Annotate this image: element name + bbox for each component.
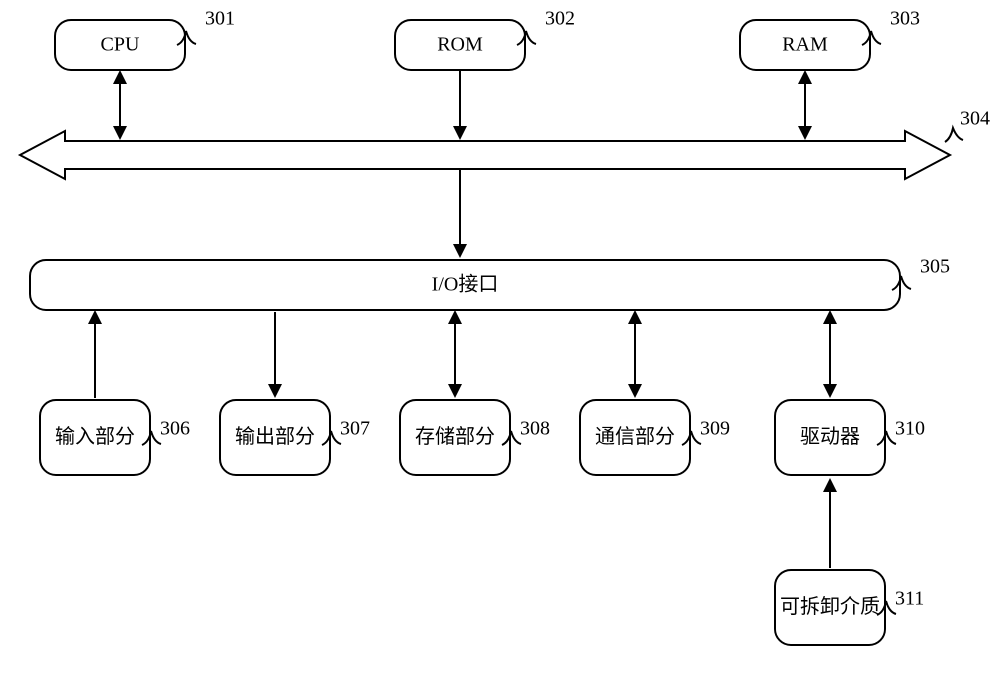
arrowhead-cpu-bus-down bbox=[113, 126, 127, 140]
ref-label-rom: 302 bbox=[545, 8, 575, 30]
arrowhead-io-comm-down bbox=[628, 384, 642, 398]
ref-tick-bus bbox=[945, 128, 963, 142]
node-label-comm: 通信部分 bbox=[595, 425, 675, 448]
arrowhead-io-comm-up bbox=[628, 310, 642, 324]
arrowhead-io-out-down bbox=[268, 384, 282, 398]
arrowhead-cpu-bus-up bbox=[113, 70, 127, 84]
node-label-out: 输出部分 bbox=[235, 425, 315, 448]
arrowhead-rom-bus-down bbox=[453, 126, 467, 140]
node-label-in: 输入部分 bbox=[55, 425, 135, 448]
node-label-rom: ROM bbox=[437, 34, 483, 56]
system-bus bbox=[20, 131, 950, 179]
ref-label-media: 311 bbox=[895, 588, 924, 610]
node-label-io: I/O接口 bbox=[432, 273, 499, 296]
node-label-media: 可拆卸介质 bbox=[780, 595, 880, 618]
arrowhead-media-drv-up bbox=[823, 478, 837, 492]
ref-label-comm: 309 bbox=[700, 418, 730, 440]
node-label-cpu: CPU bbox=[101, 34, 140, 56]
ref-label-bus: 304 bbox=[960, 108, 990, 130]
ref-label-store: 308 bbox=[520, 418, 550, 440]
ref-label-out: 307 bbox=[340, 418, 370, 440]
ref-label-drv: 310 bbox=[895, 418, 925, 440]
node-label-ram: RAM bbox=[782, 34, 828, 56]
ref-label-io: 305 bbox=[920, 256, 950, 278]
ref-label-cpu: 301 bbox=[205, 8, 235, 30]
arrowhead-io-store-up bbox=[448, 310, 462, 324]
arrowhead-bus-io-down bbox=[453, 244, 467, 258]
ref-label-in: 306 bbox=[160, 418, 190, 440]
node-label-drv: 驱动器 bbox=[800, 425, 860, 448]
arrowhead-ram-bus-up bbox=[798, 70, 812, 84]
arrowhead-ram-bus-down bbox=[798, 126, 812, 140]
arrowhead-io-in-up bbox=[88, 310, 102, 324]
arrowhead-io-drv-down bbox=[823, 384, 837, 398]
arrowhead-io-store-down bbox=[448, 384, 462, 398]
ref-label-ram: 303 bbox=[890, 8, 920, 30]
arrowhead-io-drv-up bbox=[823, 310, 837, 324]
architecture-diagram: 304 CPU 301 ROM 302 RAM 303 I/O接口 305 输入部分 306 输出部分… bbox=[0, 0, 1000, 696]
node-label-store: 存储部分 bbox=[415, 425, 495, 448]
